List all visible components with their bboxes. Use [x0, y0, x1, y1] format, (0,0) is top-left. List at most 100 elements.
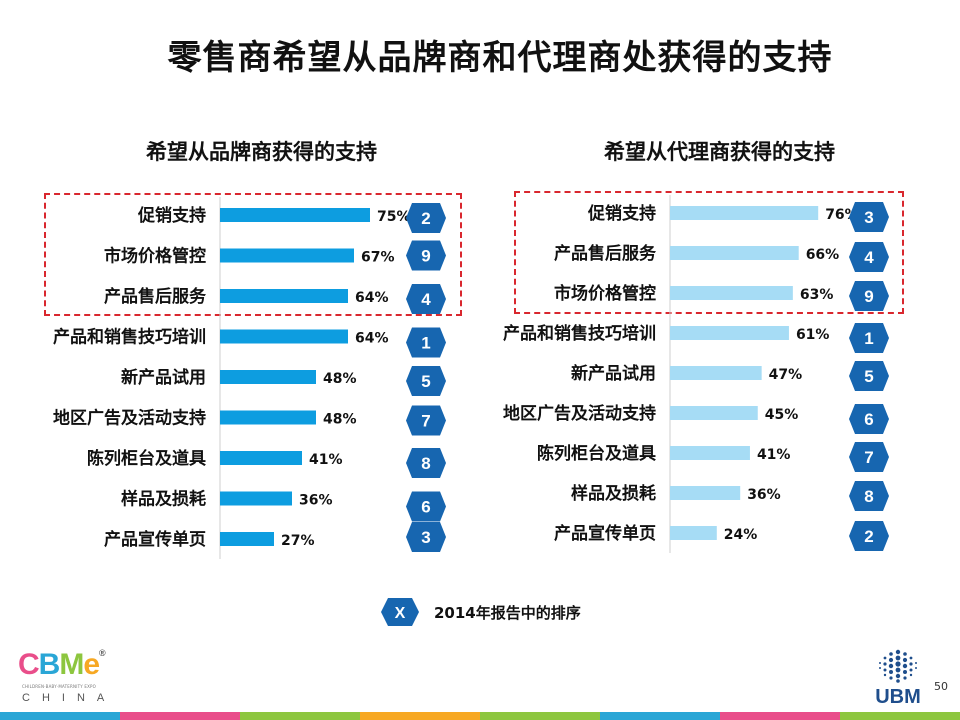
footer-stripe-segment	[600, 712, 720, 720]
value-label: 41%	[309, 452, 343, 468]
value-label: 63%	[800, 287, 834, 303]
bar	[220, 532, 274, 546]
rank-badge	[406, 366, 446, 396]
bar	[220, 248, 354, 263]
cbme-china: CHINA	[22, 692, 117, 704]
category-label: 产品售后服务	[104, 286, 207, 307]
legend-text: 2014年报告中的排序	[434, 603, 581, 622]
rank-badge	[849, 521, 889, 551]
value-label: 36%	[747, 487, 781, 503]
value-label: 64%	[355, 331, 389, 347]
page-title: 零售商希望从品牌商和代理商处获得的支持	[167, 38, 833, 78]
value-label: 66%	[806, 247, 840, 263]
right-chart-title: 希望从代理商获得的支持	[604, 140, 835, 164]
bar	[670, 206, 819, 220]
rank-badge	[849, 404, 889, 434]
bar	[220, 289, 348, 303]
bar	[220, 410, 316, 425]
cbme-logo-letter-c: C	[18, 648, 40, 681]
legend-symbol: X	[395, 605, 406, 622]
registered-mark: ®	[99, 648, 106, 658]
category-label: 产品和销售技巧培训	[503, 323, 656, 344]
rank-label: 6	[421, 498, 430, 517]
rank-badge	[406, 448, 446, 478]
bar	[670, 366, 762, 380]
rank-badge	[406, 522, 446, 552]
ubm-logo: UBM	[868, 646, 928, 708]
category-label: 产品宣传单页	[554, 523, 656, 544]
bar	[670, 286, 793, 300]
category-label: 促销支持	[587, 203, 656, 224]
category-label: 陈列柜台及道具	[87, 448, 206, 469]
left-bar-chart: 促销支持 75% 2 市场价格管控 67% 9 产品售后服务 64% 4 产品和销售技巧培训 64%…	[53, 197, 446, 559]
footer-stripe	[0, 712, 960, 720]
value-label: 45%	[765, 407, 799, 423]
footer-stripe-segment	[720, 712, 840, 720]
legend-rank-badge: X	[380, 597, 420, 627]
bar	[670, 446, 750, 460]
bar	[670, 526, 717, 540]
value-label: 61%	[796, 327, 830, 343]
rank-label: 5	[421, 372, 430, 391]
rank-badge	[406, 240, 446, 271]
rank-badge	[406, 203, 446, 233]
cbme-logo-letter-e: e	[83, 648, 100, 681]
value-label: 64%	[355, 290, 389, 306]
rank-label: 7	[864, 448, 873, 467]
footer-stripe-segment	[120, 712, 240, 720]
rank-label: 3	[421, 528, 430, 547]
category-label: 样品及损耗	[571, 483, 656, 504]
legend: X 2014年报告中的排序	[380, 596, 581, 628]
footer-stripe-segment	[360, 712, 480, 720]
bar	[220, 491, 292, 506]
value-label: 75%	[377, 209, 411, 225]
rank-label: 8	[864, 487, 873, 506]
left-chart-title: 希望从品牌商获得的支持	[146, 140, 377, 164]
rank-label: 7	[421, 412, 430, 431]
rank-label: 1	[421, 334, 430, 353]
footer-stripe-segment	[840, 712, 960, 720]
value-label: 67%	[361, 250, 395, 266]
right-top3-highlight	[514, 191, 904, 314]
rank-badge	[849, 323, 889, 353]
rank-label: 6	[864, 410, 873, 429]
rank-badge	[406, 284, 446, 314]
footer-stripe-segment	[240, 712, 360, 720]
page-number: 50	[934, 680, 948, 693]
rank-badge	[849, 242, 889, 272]
rank-label: 1	[864, 329, 873, 348]
left-top3-highlight	[44, 193, 462, 316]
rank-badge	[849, 202, 889, 232]
value-label: 47%	[769, 367, 803, 383]
rank-label: 5	[864, 367, 873, 386]
category-label: 地区广告及活动支持	[503, 403, 656, 424]
bar	[670, 486, 741, 500]
bar	[220, 208, 370, 222]
rank-label: 4	[864, 248, 874, 267]
rank-label: 2	[421, 209, 430, 228]
category-label: 样品及损耗	[121, 489, 206, 510]
category-label: 地区广告及活动支持	[53, 408, 206, 429]
cbme-logo: CBMe® CHILDREN·BABY·MATERNITY EXPO CHINA	[18, 648, 128, 706]
rank-badge	[849, 481, 889, 511]
category-label: 陈列柜台及道具	[537, 443, 656, 464]
category-label: 产品和销售技巧培训	[53, 327, 206, 348]
value-label: 27%	[281, 533, 315, 549]
footer-stripe-segment	[480, 712, 600, 720]
cbme-tagline: CHILDREN·BABY·MATERNITY EXPO	[22, 684, 96, 689]
rank-badge	[849, 361, 889, 391]
value-label: 48%	[323, 412, 357, 428]
bar	[220, 451, 302, 465]
rank-badge	[849, 281, 889, 311]
rank-label: 4	[421, 290, 431, 309]
rank-label: 2	[864, 527, 873, 546]
category-label: 市场价格管控	[554, 283, 656, 304]
rank-badge	[849, 442, 889, 472]
value-label: 24%	[724, 527, 758, 543]
rank-badge	[406, 491, 446, 522]
bar	[670, 326, 789, 340]
cbme-logo-letter-m: M	[59, 648, 84, 681]
category-label: 促销支持	[137, 205, 206, 226]
cbme-logo-letter-b: B	[38, 648, 61, 681]
